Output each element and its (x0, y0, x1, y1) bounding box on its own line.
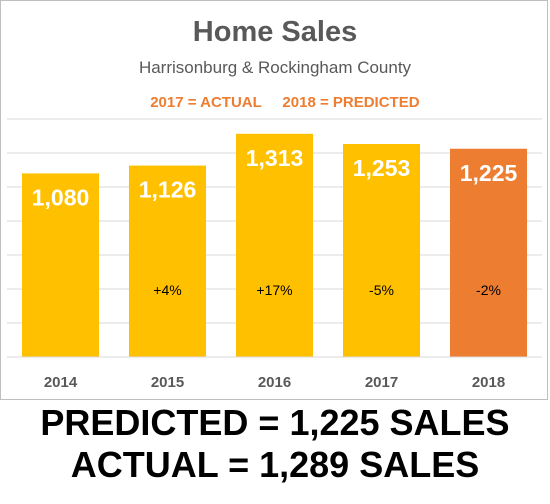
legend-predicted-note: 2018 = PREDICTED (282, 94, 419, 111)
value-label-2016: 1,313 (246, 145, 304, 171)
x-tick-2015: 2015 (151, 374, 184, 391)
bars (21, 133, 528, 357)
value-label-2014: 1,080 (32, 184, 90, 210)
change-label-2018: -2% (476, 282, 501, 298)
chart-subtitle: Harrisonburg & Rockingham County (139, 58, 412, 77)
x-tick-2016: 2016 (258, 374, 291, 391)
bar-labels: 1,080 1,126 +4% 1,313 +17% 1,253 -5% 1,225 -2% (32, 145, 518, 298)
footer-summary: PREDICTED = 1,225 SALES ACTUAL = 1,289 S… (0, 402, 550, 486)
x-tick-2018: 2018 (472, 374, 505, 391)
bar-2014 (21, 173, 100, 357)
value-label-2015: 1,126 (139, 177, 197, 203)
value-label-2018: 1,225 (460, 160, 518, 186)
chart-panel: Home Sales Harrisonburg & Rockingham Cou… (0, 0, 548, 400)
chart-title: Home Sales (193, 16, 357, 48)
change-label-2017: -5% (369, 282, 394, 298)
change-label-2016: +17% (256, 282, 292, 298)
x-tick-labels: 2014 2015 2016 2017 2018 (44, 374, 505, 391)
bar-2016 (235, 133, 314, 357)
x-tick-2017: 2017 (365, 374, 398, 391)
predicted-summary: PREDICTED = 1,225 SALES (40, 402, 510, 443)
x-tick-2014: 2014 (44, 374, 78, 391)
actual-summary: ACTUAL = 1,289 SALES (70, 444, 480, 485)
value-label-2017: 1,253 (353, 155, 411, 181)
bar-2018 (449, 148, 528, 357)
bar-2017 (342, 143, 421, 357)
bar-chart: Home Sales Harrisonburg & Rockingham Cou… (7, 16, 542, 391)
legend-actual-note: 2017 = ACTUAL (150, 94, 262, 111)
change-label-2015: +4% (153, 282, 181, 298)
bar-2015 (128, 165, 207, 357)
